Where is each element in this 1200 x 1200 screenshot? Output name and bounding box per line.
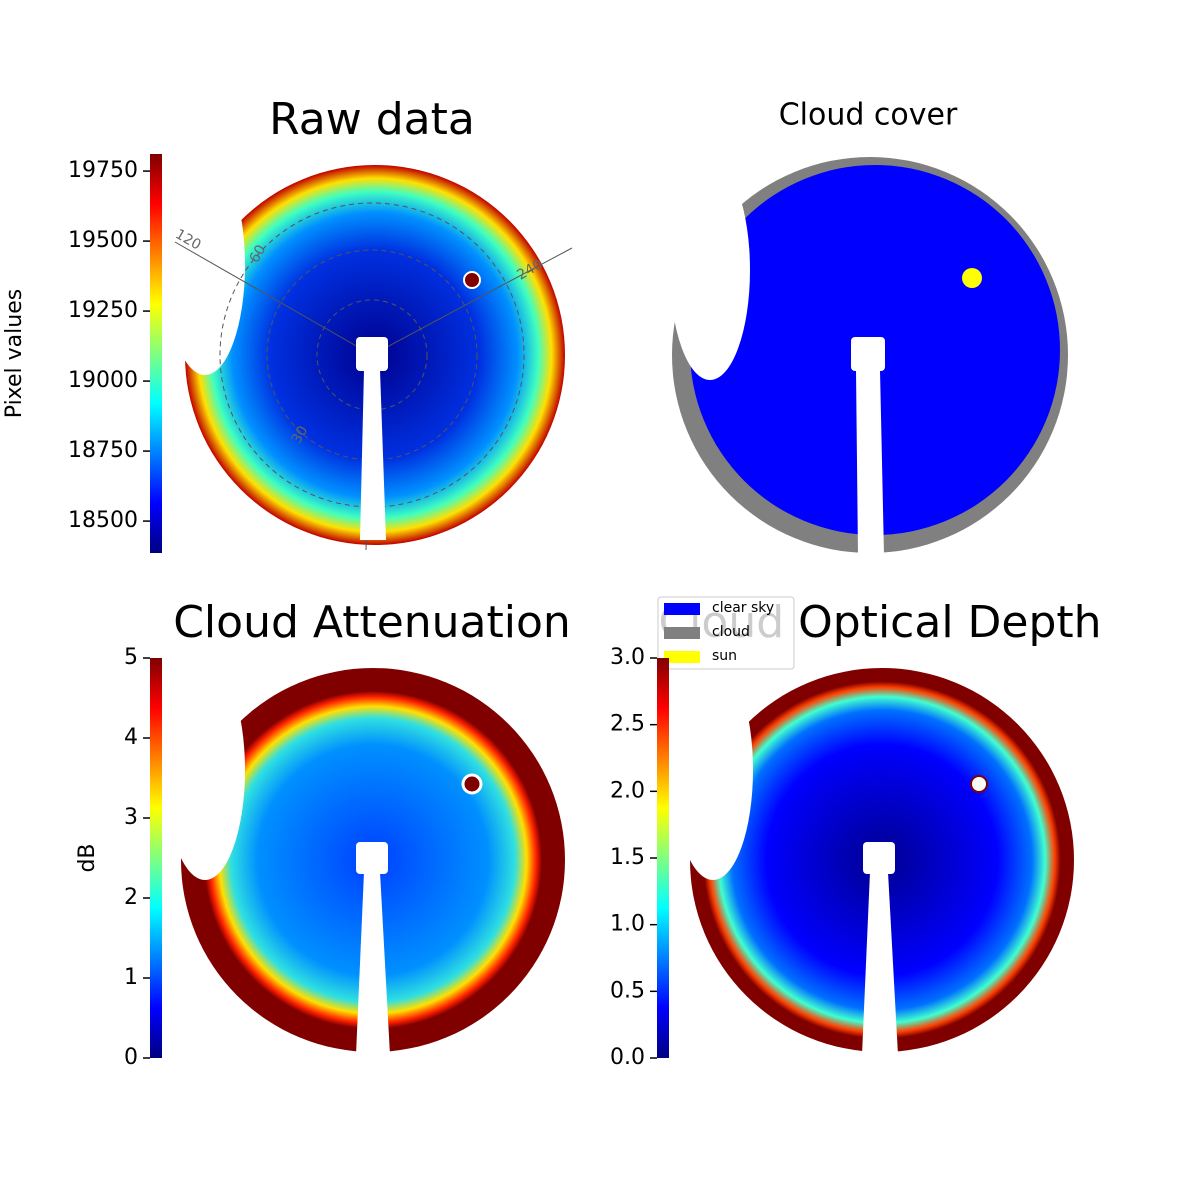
colorbar-tick-label: 0.0 — [610, 1045, 645, 1070]
colorbar-tick-label: 2.0 — [610, 778, 645, 803]
colorbar-tick-label: 3.0 — [610, 645, 645, 670]
legend-label: cloud — [712, 624, 750, 640]
colorbar-tick-label: 1.0 — [610, 912, 645, 937]
colorbar-tick-label: 19500 — [68, 228, 138, 253]
legend-label: sun — [712, 648, 737, 664]
colorbar-tick-label: 18750 — [68, 438, 138, 463]
colorbar-tick-label: 18500 — [68, 508, 138, 533]
colorbar-label: dB — [75, 843, 100, 872]
cloud-mask-image — [670, 157, 1068, 555]
colorbar — [150, 658, 162, 1058]
colorbar-tick-label: 0.5 — [610, 978, 645, 1003]
polar-grid-label: 60 — [247, 242, 270, 265]
colorbar-tick-label: 19250 — [68, 298, 138, 323]
polar-grid-label: 30 — [289, 423, 312, 446]
colorbar-tick-label: 19000 — [68, 368, 138, 393]
colorbar-tick-label: 3 — [124, 805, 138, 830]
colorbar-tick-label: 2 — [124, 885, 138, 910]
legend-swatch — [664, 651, 700, 663]
panel-title: Cloud Attenuation — [173, 597, 571, 648]
colorbar-tick-label: 1 — [124, 965, 138, 990]
colorbar-tick-label: 0 — [124, 1045, 138, 1070]
legend-swatch — [664, 627, 700, 639]
panel-title: Raw data — [269, 94, 475, 145]
sky-image — [165, 155, 573, 551]
panel-title: Cloud cover — [779, 98, 958, 133]
colorbar-label: Pixel values — [2, 289, 27, 418]
colorbar-tick-label: 4 — [124, 725, 138, 750]
attenuation-image — [165, 660, 565, 1055]
colorbar-tick-label: 19750 — [68, 158, 138, 183]
colorbar — [150, 154, 162, 553]
colorbar-tick-label: 1.5 — [610, 845, 645, 870]
legend: clear sky cloud sun — [657, 596, 795, 670]
colorbar-tick-label: 5 — [124, 645, 138, 670]
legend-swatch — [664, 603, 700, 615]
colorbar — [657, 658, 669, 1058]
optical-depth-image — [673, 660, 1074, 1055]
colorbar-tick-label: 2.5 — [610, 712, 645, 737]
legend-label: clear sky — [712, 600, 774, 616]
